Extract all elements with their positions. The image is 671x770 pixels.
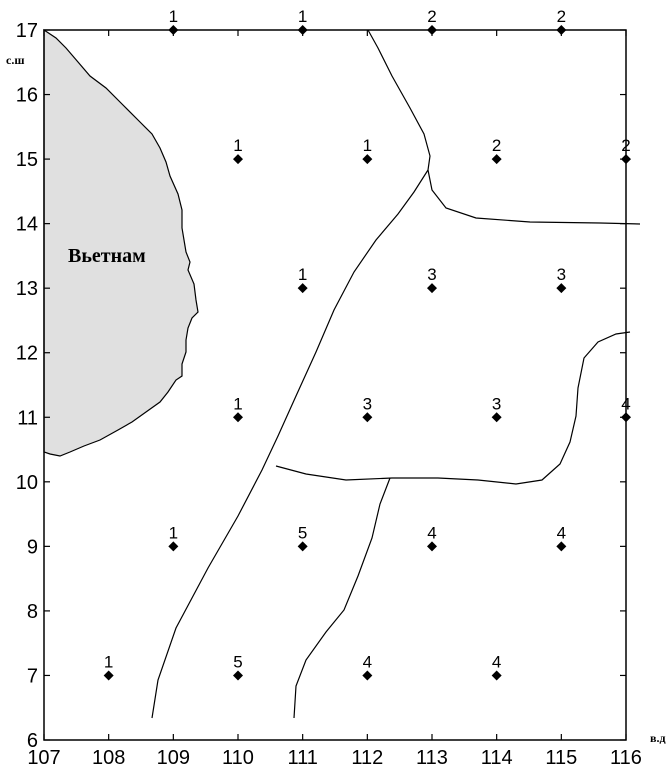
- x-tick-label: 110: [222, 747, 254, 769]
- station-marker: [297, 25, 308, 35]
- station-zone-label: 4: [492, 652, 501, 671]
- station-marker: [168, 25, 179, 35]
- y-tick-label: 13: [16, 278, 38, 300]
- y-tick-label: 12: [16, 343, 38, 365]
- station-zone-label: 5: [233, 652, 242, 671]
- y-tick-label: 10: [16, 472, 38, 494]
- zone-boundary-3: [275, 331, 631, 485]
- station-zone-label: 1: [169, 523, 178, 542]
- grid-points: 1 1 2 2 1 1 2 2 1 3 3 1 3 3 4 1 5 4 4 1 5 4 4: [103, 7, 631, 681]
- station-marker: [297, 541, 308, 552]
- vietnam-land: [43, 28, 199, 457]
- station-zone-label: 1: [233, 136, 242, 155]
- station-zone-label: 4: [557, 523, 566, 542]
- station-marker: [233, 670, 243, 681]
- station-marker: [491, 670, 502, 681]
- x-tick-label: 109: [157, 747, 190, 769]
- station-zone-label: 2: [492, 136, 501, 155]
- x-tick-label: 107: [27, 747, 60, 769]
- zone-boundary-2: [427, 169, 641, 225]
- station-zone-label: 2: [427, 7, 436, 26]
- x-tick-label: 113: [416, 747, 448, 769]
- y-tick-label: 11: [17, 407, 38, 429]
- station-zone-label: 2: [557, 7, 566, 26]
- station-zone-label: 1: [104, 652, 113, 671]
- station-zone-label: 1: [169, 7, 178, 26]
- station-marker: [491, 412, 502, 423]
- x-tick-label: 108: [92, 747, 125, 769]
- station-marker: [233, 412, 243, 423]
- station-zone-label: 1: [363, 136, 372, 155]
- station-marker: [491, 154, 502, 165]
- y-tick-label: 16: [16, 85, 38, 107]
- zone-boundary-1: [151, 29, 431, 719]
- axis-ticks: 107 108 109 110 111 112 113 114 115 1166789101112…: [16, 20, 642, 769]
- station-marker: [103, 670, 114, 681]
- station-zone-label: 4: [363, 652, 372, 671]
- x-unit-label: в.д: [650, 731, 666, 745]
- station-marker: [556, 541, 567, 552]
- station-zone-label: 1: [298, 7, 307, 26]
- station-marker: [168, 541, 179, 552]
- station-marker: [556, 25, 567, 35]
- station-zone-label: 4: [621, 394, 630, 413]
- station-marker: [427, 25, 437, 35]
- station-zone-label: 3: [427, 265, 436, 284]
- y-tick-label: 9: [27, 536, 38, 558]
- x-tick-label: 116: [610, 747, 642, 769]
- x-tick-label: 112: [351, 747, 383, 769]
- y-tick-label: 7: [27, 665, 38, 687]
- y-tick-label: 14: [16, 214, 38, 236]
- station-zone-label: 2: [621, 136, 630, 155]
- station-marker: [556, 283, 567, 294]
- station-zone-label: 1: [298, 265, 307, 284]
- station-marker: [297, 283, 308, 294]
- y-unit-label: с.ш: [6, 53, 24, 67]
- station-zone-label: 5: [298, 523, 307, 542]
- station-marker: [621, 154, 631, 165]
- station-marker: [362, 154, 373, 165]
- country-label: Вьетнам: [68, 245, 146, 267]
- station-zone-label: 3: [363, 394, 372, 413]
- station-marker: [362, 412, 373, 423]
- station-marker: [362, 670, 373, 681]
- zone-boundary-4: [293, 477, 391, 719]
- station-marker: [427, 541, 437, 552]
- y-tick-label: 8: [27, 601, 38, 623]
- station-marker: [427, 283, 437, 294]
- x-tick-label: 115: [545, 747, 577, 769]
- y-tick-label: 6: [27, 730, 38, 752]
- y-tick-label: 15: [16, 149, 38, 171]
- y-tick-label: 17: [16, 20, 38, 42]
- x-tick-label: 114: [481, 747, 513, 769]
- x-tick-label: 111: [287, 747, 317, 769]
- station-zone-label: 1: [233, 394, 242, 413]
- station-marker: [621, 412, 631, 423]
- plot-frame: [43, 29, 627, 741]
- station-zone-label: 4: [427, 523, 436, 542]
- station-marker: [233, 154, 243, 165]
- station-zone-label: 3: [492, 394, 501, 413]
- station-zone-label: 3: [557, 265, 566, 284]
